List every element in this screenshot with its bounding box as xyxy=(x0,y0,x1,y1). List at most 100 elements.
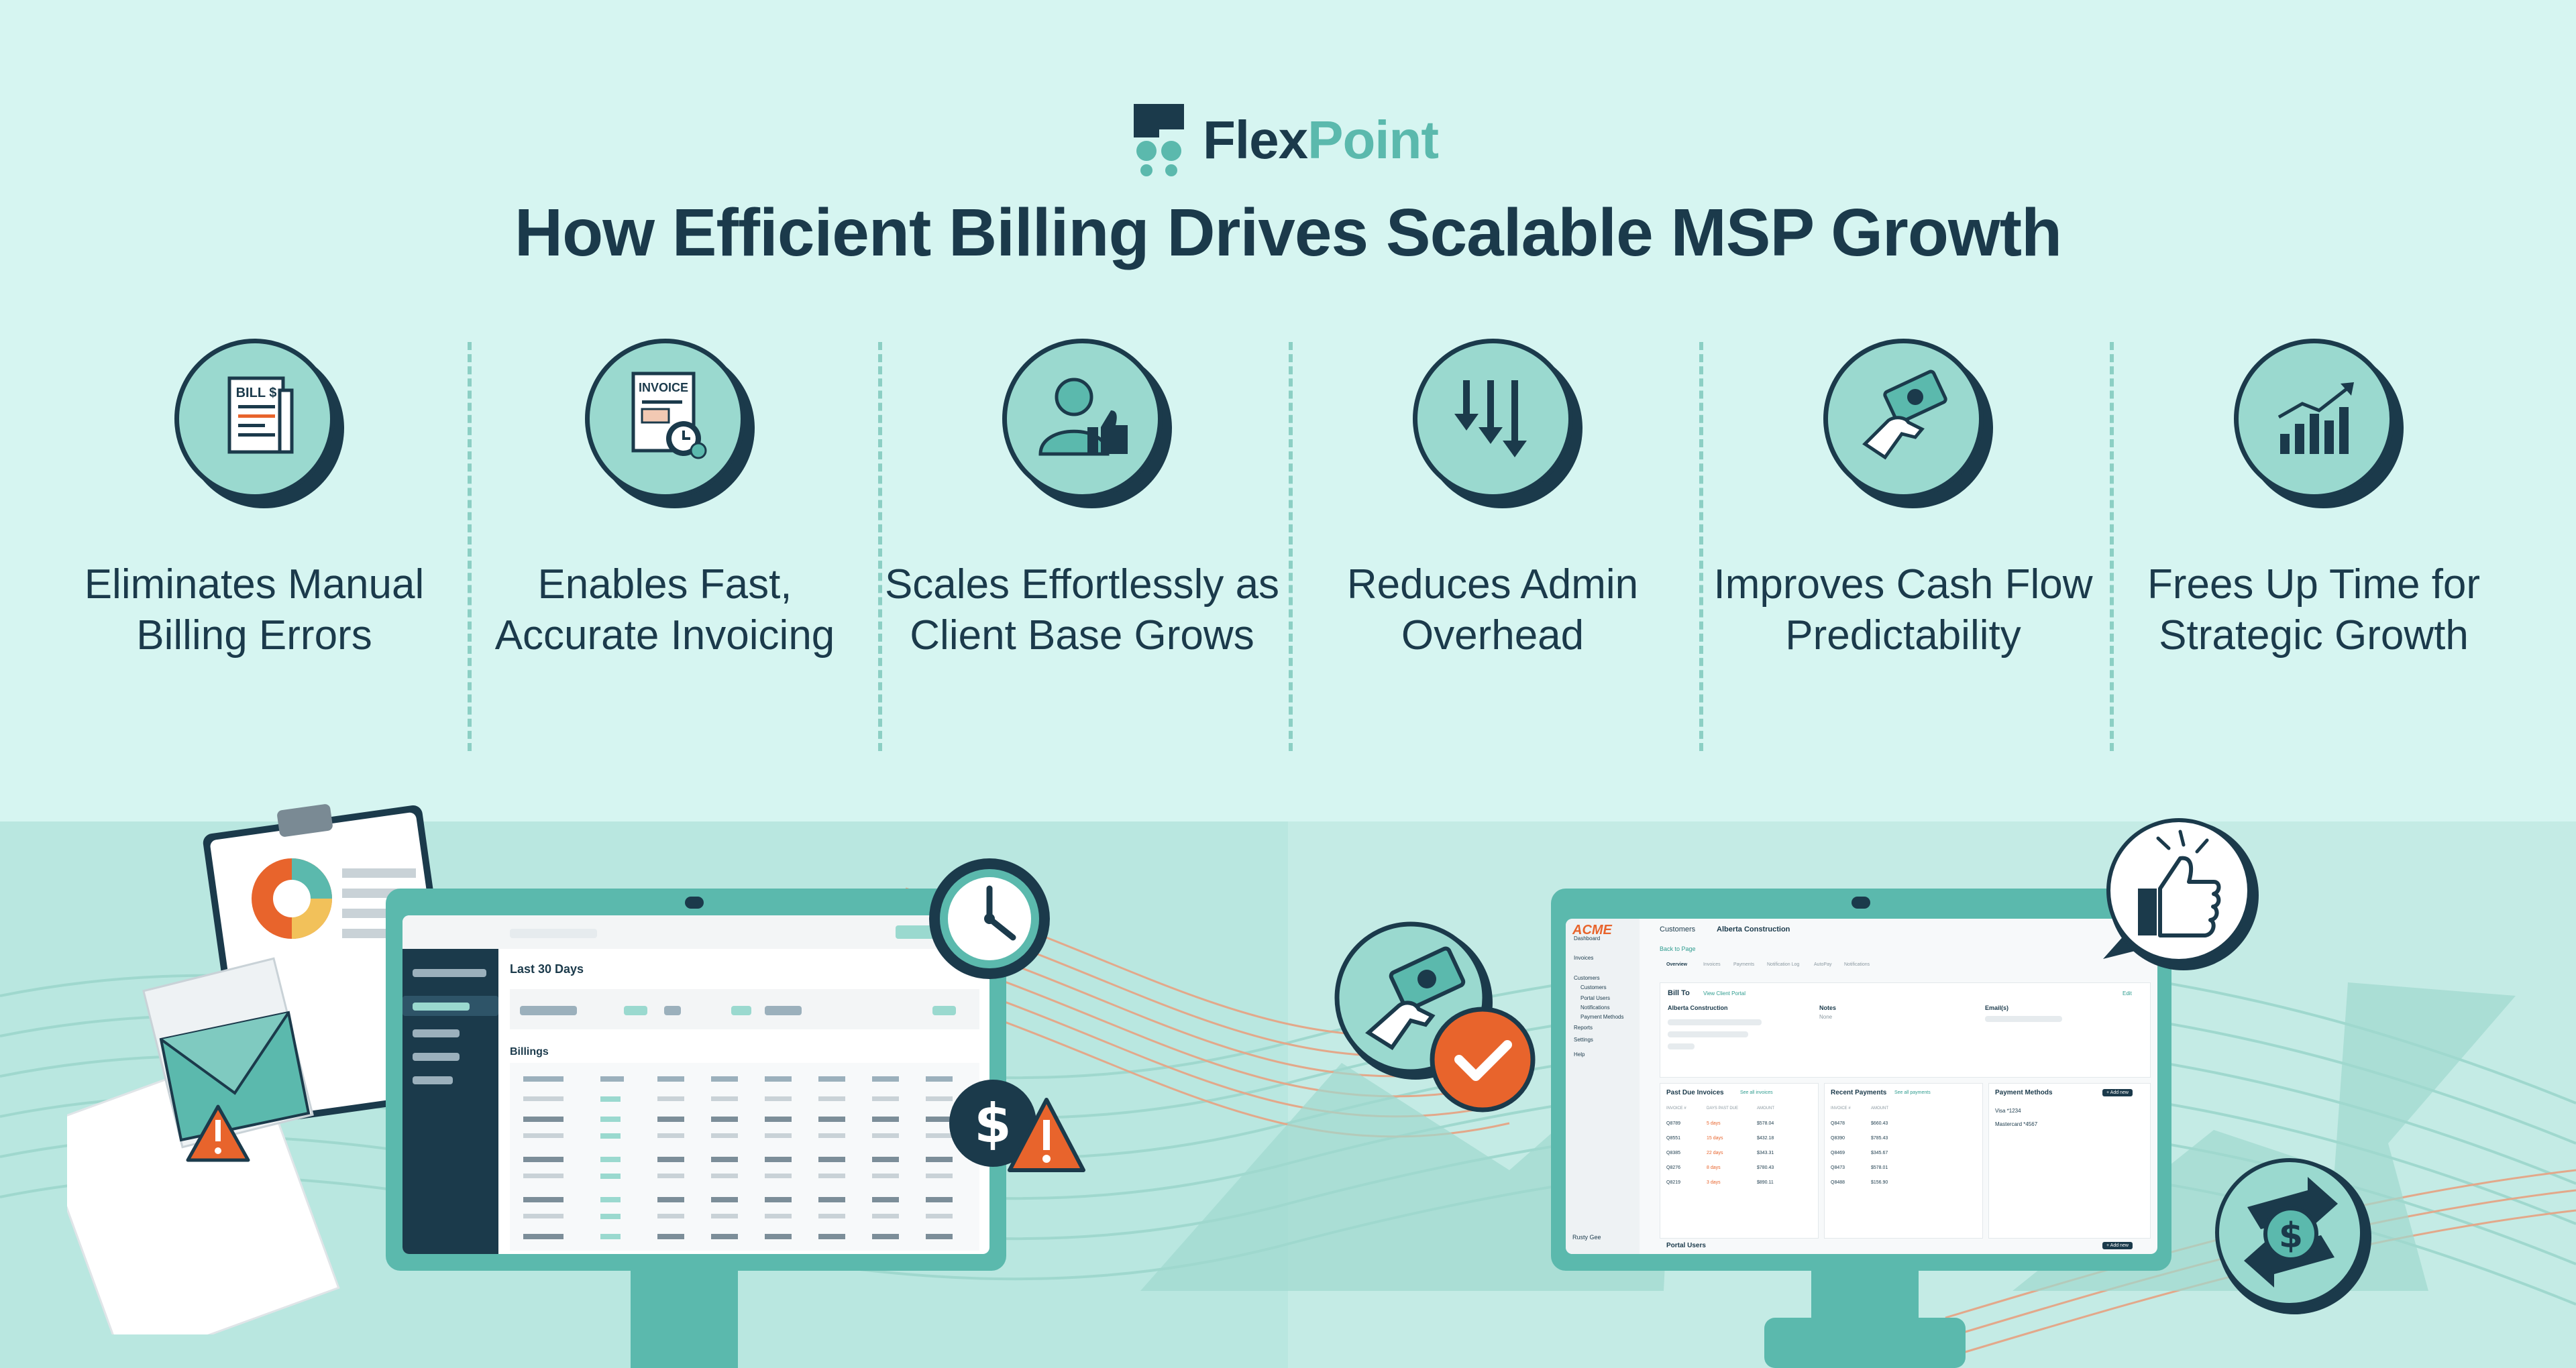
sidebar-nav-item[interactable]: Payment Methods xyxy=(1580,1014,1624,1020)
sidebar-nav-item[interactable]: Reports xyxy=(1574,1025,1593,1031)
user-name: Rusty Gee xyxy=(1572,1234,1601,1241)
growth-chart-icon xyxy=(2233,339,2394,499)
see-invoices-link[interactable]: See all invoices xyxy=(1740,1090,1773,1095)
divider xyxy=(468,342,472,751)
table-cell: $345.67 xyxy=(1871,1151,1888,1155)
table-cell: $578.04 xyxy=(1757,1121,1774,1126)
payment-approved-icon xyxy=(1334,921,1536,1113)
recurring-payment-icon: $ xyxy=(2215,1158,2371,1314)
feature-item: Scales Effortlessly as Client Base Grows xyxy=(877,339,1287,661)
clock-icon xyxy=(929,858,1050,979)
breadcrumb-root[interactable]: Customers xyxy=(1660,925,1696,933)
feature-item: INVOICE Enables Fast, Accurate Invoicing xyxy=(460,339,870,661)
brand-name: FlexPoint xyxy=(1203,110,1439,170)
payment-method-item: Visa *1234 xyxy=(1995,1108,2021,1114)
left-monitor-stand xyxy=(631,1271,738,1368)
table-header: AMOUNT xyxy=(1871,1106,1888,1110)
emails-label: Email(s) xyxy=(1985,1005,2009,1011)
right-monitor-base xyxy=(1764,1318,1966,1368)
sidebar-nav-item[interactable]: Customers xyxy=(1580,984,1607,990)
tab-2[interactable]: Payments xyxy=(1733,962,1755,967)
sidebar-nav-item[interactable]: Notifications xyxy=(1580,1005,1610,1011)
thumbs-up-icon xyxy=(2103,818,2259,970)
payment-methods-title: Payment Methods xyxy=(1995,1089,2053,1096)
divider xyxy=(2110,342,2114,751)
table-cell: Q8469 xyxy=(1831,1151,1845,1155)
invoice-icon: INVOICE xyxy=(584,339,745,499)
payment-method-item: Mastercard *4567 xyxy=(1995,1121,2038,1127)
edit-button[interactable]: Edit xyxy=(2123,990,2132,996)
sidebar-nav-item[interactable]: Help xyxy=(1574,1051,1585,1058)
tab-5[interactable]: Notifications xyxy=(1844,962,1870,967)
svg-text:$: $ xyxy=(974,1092,1012,1155)
table-header: INVOICE # xyxy=(1666,1106,1686,1110)
hand-money-icon xyxy=(1823,339,1984,499)
acme-logo: ACME xyxy=(1572,923,1612,937)
feature-label: Enables Fast, Accurate Invoicing xyxy=(494,561,835,659)
table-cell: $432.18 xyxy=(1757,1136,1774,1141)
svg-text:$: $ xyxy=(2279,1216,2303,1256)
feature-label: Eliminates Manual Billing Errors xyxy=(84,561,425,659)
bill-to-label: Bill To xyxy=(1668,989,1690,997)
see-payments-link[interactable]: See all payments xyxy=(1894,1090,1931,1095)
bill-icon-text: BILL $ xyxy=(235,386,276,400)
left-screen: Last 30 Days Billings xyxy=(402,915,989,1254)
table-cell: 22 days xyxy=(1707,1151,1723,1155)
notes-value: None xyxy=(1819,1014,1833,1020)
table-cell: Q8488 xyxy=(1831,1180,1845,1185)
dollar-warning-icon: $ xyxy=(949,1080,1085,1172)
table-header: AMOUNT xyxy=(1757,1106,1774,1110)
feature-label: Scales Effortlessly as Client Base Grows xyxy=(884,561,1280,659)
feature-item: BILL $ Eliminates Manual Billing Errors xyxy=(49,339,460,661)
tab-3[interactable]: Notification Log xyxy=(1767,962,1800,967)
add-portal-user-button[interactable]: + Add new xyxy=(2102,1242,2133,1249)
header-area xyxy=(0,0,2576,821)
recent-payments-title: Recent Payments xyxy=(1831,1089,1887,1096)
table-cell: $890.11 xyxy=(1757,1180,1774,1185)
portal-users-title: Portal Users xyxy=(1666,1242,1706,1249)
table-cell: 5 days xyxy=(1707,1121,1721,1126)
table-cell: 15 days xyxy=(1707,1136,1723,1141)
table-cell: $343.31 xyxy=(1757,1151,1774,1155)
table-cell: Q8473 xyxy=(1831,1165,1845,1170)
tab-0[interactable]: Overview xyxy=(1666,962,1688,967)
feature-item: Reduces Admin Overhead xyxy=(1287,339,1698,661)
divider xyxy=(1289,342,1293,751)
divider xyxy=(1699,342,1703,751)
sidebar-nav-item[interactable]: Dashboard xyxy=(1574,935,1601,942)
table-cell: Q8478 xyxy=(1831,1121,1845,1126)
table-cell: Q8385 xyxy=(1666,1151,1681,1155)
back-link[interactable]: Back to Page xyxy=(1660,946,1696,952)
tab-4[interactable]: AutoPay xyxy=(1814,962,1832,967)
divider xyxy=(878,342,882,751)
table-cell: Q8551 xyxy=(1666,1136,1681,1141)
sidebar-nav-item[interactable]: Settings xyxy=(1574,1037,1593,1043)
period-label: Last 30 Days xyxy=(510,962,584,976)
table-cell: $578.01 xyxy=(1871,1165,1888,1170)
table-cell: Q8390 xyxy=(1831,1136,1845,1141)
table-cell: 3 days xyxy=(1707,1180,1721,1185)
feature-label: Frees Up Time for Strategic Growth xyxy=(2147,561,2481,659)
sidebar-nav-item[interactable]: Invoices xyxy=(1574,955,1594,961)
past-due-title: Past Due Invoices xyxy=(1666,1089,1724,1096)
sidebar-nav-item[interactable]: Customers xyxy=(1574,975,1600,981)
brand-logo: FlexPoint xyxy=(1134,104,1439,176)
table-cell: Q8219 xyxy=(1666,1180,1681,1185)
page-title: How Efficient Billing Drives Scalable MS… xyxy=(514,195,2062,270)
sidebar-nav-item[interactable]: Portal Users xyxy=(1580,995,1611,1001)
table-cell: $660.43 xyxy=(1871,1121,1888,1126)
table-cell: 8 days xyxy=(1707,1165,1721,1170)
breadcrumb-current: Alberta Construction xyxy=(1717,925,1790,933)
feature-item: Frees Up Time for Strategic Growth xyxy=(2108,339,2519,661)
arrows-down-icon xyxy=(1412,339,1573,499)
table-cell: $785.43 xyxy=(1871,1136,1888,1141)
tab-1[interactable]: Invoices xyxy=(1703,962,1721,967)
table-cell: Q8276 xyxy=(1666,1165,1681,1170)
view-portal-link[interactable]: View Client Portal xyxy=(1703,990,1746,996)
add-payment-method-button[interactable]: + Add new xyxy=(2102,1089,2133,1096)
notes-label: Notes xyxy=(1819,1005,1837,1011)
bill-icon: BILL $ xyxy=(174,339,335,499)
table-header: DAYS PAST DUE xyxy=(1707,1106,1739,1110)
table-cell: Q8789 xyxy=(1666,1121,1681,1126)
